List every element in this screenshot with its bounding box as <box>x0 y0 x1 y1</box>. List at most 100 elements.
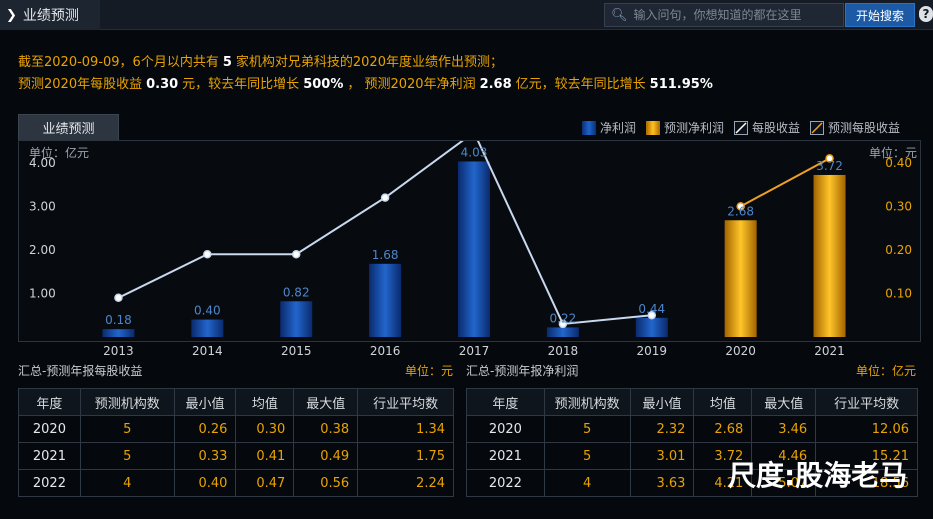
column-header: 年度 <box>466 388 545 416</box>
summary-text: 元，较去年同比增长 <box>182 77 300 92</box>
help-icon[interactable]: ? <box>919 6 933 22</box>
x-tick-label: 2019 <box>636 344 668 358</box>
right-tick-label: 0.20 <box>885 243 912 257</box>
legend-line-swatch <box>810 120 825 135</box>
legend-item-forecast-net[interactable]: 预测净利润 <box>646 119 724 136</box>
search-input[interactable] <box>633 8 834 22</box>
column-header: 年度 <box>18 388 81 416</box>
left-tick-label: 4.00 <box>29 156 56 170</box>
bar-value-label: 3.72 <box>816 159 843 173</box>
x-tick-label: 2016 <box>369 344 401 358</box>
column-header: 均值 <box>693 388 753 416</box>
right-axis-unit: 单位：元 <box>869 145 917 160</box>
column-header: 均值 <box>235 388 295 416</box>
section-tab-head[interactable]: ❯ 业绩预测 <box>0 0 100 30</box>
table-cell: 2020 <box>18 415 81 443</box>
section-title: 业绩预测 <box>22 8 79 24</box>
summary-text: 预测2020年每股收益 <box>18 77 143 92</box>
forecast-net-profit-bar <box>724 220 757 337</box>
table-cell: 2021 <box>466 442 545 470</box>
eps-point <box>558 319 568 329</box>
table-row: 2022 4 0.40 0.47 0.56 2.24 <box>18 469 454 497</box>
eps-point <box>647 310 657 320</box>
bar-value-label: 0.44 <box>638 302 665 316</box>
eps-growth: 500% <box>303 77 344 92</box>
table-cell: 0.56 <box>293 469 359 497</box>
table-cell: 2022 <box>466 469 545 497</box>
eps-table-unit: 单位：元 <box>405 364 454 378</box>
legend-item-eps[interactable]: 每股收益 <box>734 119 800 136</box>
legend-item-net[interactable]: 净利润 <box>582 119 636 136</box>
search-button[interactable]: 开始搜索 <box>845 3 915 27</box>
x-tick-label: 2017 <box>458 344 490 358</box>
table-row: 2022 4 3.63 4.21 5.07 18.56 <box>466 469 918 497</box>
profit-value: 2.68 <box>479 77 512 92</box>
table-cell: 0.33 <box>173 442 237 470</box>
table-cell: 2022 <box>18 469 81 497</box>
search-icon: 🔍︎ <box>611 7 628 23</box>
column-header: 最小值 <box>173 388 237 416</box>
table-cell: 3.01 <box>629 442 695 470</box>
forecast-chart: 单位：亿元 单位：元 1.00 2.00 3.00 4.00 0.10 0.20 0.30 0.4… <box>18 140 921 358</box>
table-cell: 4 <box>79 469 175 497</box>
column-header: 最大值 <box>293 388 359 416</box>
column-header: 最大值 <box>751 388 817 416</box>
summary-text: 亿元，较去年同比增长 <box>515 77 646 92</box>
eps-point <box>291 249 301 259</box>
net-profit-bar <box>635 317 668 337</box>
table-cell: 2.68 <box>693 415 753 443</box>
legend-swatch <box>646 120 661 135</box>
table-cell: 0.26 <box>173 415 237 443</box>
x-tick-label: 2021 <box>814 344 845 358</box>
table-cell: 4 <box>543 469 631 497</box>
watermark-text: 尺度:股海老马 <box>728 459 908 492</box>
table-cell: 3.63 <box>629 469 695 497</box>
net-profit-bar <box>191 319 224 337</box>
table-cell: 0.38 <box>293 415 359 443</box>
table-cell: 4.21 <box>693 469 753 497</box>
table-cell: 5 <box>543 442 631 470</box>
net-profit-bar <box>280 301 313 337</box>
bar-value-label: 4.03 <box>461 145 488 159</box>
eps-table-title: 汇总-预测年报每股收益 <box>18 364 143 378</box>
legend-item-forecast-eps[interactable]: 预测每股收益 <box>810 119 900 136</box>
table-cell: 5.07 <box>751 469 817 497</box>
forecast-eps-point <box>736 202 745 211</box>
legend-label: 预测每股收益 <box>828 121 901 135</box>
summary-text: 家机构对兄弟科技的2020年度业绩作出预测； <box>235 55 503 70</box>
net-profit-bar <box>102 329 135 337</box>
net-profit-bar <box>546 327 579 337</box>
table-row: 2021 5 0.33 0.41 0.49 1.75 <box>18 442 454 470</box>
table-cell: 2.32 <box>629 415 695 443</box>
left-tick-label: 3.00 <box>29 199 56 213</box>
summary-text: 截至2020-09-09，6个月以内共有 <box>18 55 219 70</box>
table-row: 2020 5 0.26 0.30 0.38 1.34 <box>18 415 454 443</box>
left-tick-label: 1.00 <box>29 286 56 300</box>
table-header-row: 年度 预测机构数 最小值 均值 最大值 行业平均数 <box>466 388 918 416</box>
table-cell: 12.06 <box>815 415 918 443</box>
right-tick-label: 0.10 <box>885 286 912 300</box>
table-row: 2020 5 2.32 2.68 3.46 12.06 <box>466 415 918 443</box>
table-cell: 5 <box>543 415 631 443</box>
chevron-right-icon: ❯ <box>6 7 17 23</box>
x-tick-label: 2015 <box>280 344 312 358</box>
table-cell: 0.40 <box>173 469 237 497</box>
forecast-summary: 截至2020-09-09，6个月以内共有 5 家机构对兄弟科技的2020年度业绩作出… <box>18 52 717 96</box>
search-box[interactable]: 🔍︎ <box>604 3 844 27</box>
column-header: 预测机构数 <box>543 388 631 416</box>
table-cell: 2020 <box>466 415 545 443</box>
summary-text: ， 预测2020年净利润 <box>347 77 476 92</box>
table-cell: 5 <box>79 442 175 470</box>
right-tick-label: 0.40 <box>885 156 912 170</box>
summary-line-2: 预测2020年每股收益 0.30 元，较去年同比增长 500%， 预测2020年净利润… <box>18 74 717 96</box>
summary-line-1: 截至2020-09-09，6个月以内共有 5 家机构对兄弟科技的2020年度业绩作出… <box>18 52 717 74</box>
column-header: 行业平均数 <box>357 388 454 416</box>
x-tick-label: 2013 <box>103 344 134 358</box>
legend-label: 预测净利润 <box>664 121 725 135</box>
table-cell: 3.46 <box>751 415 817 443</box>
table-cell: 0.30 <box>235 415 295 443</box>
profit-table-title: 汇总-预测年报净利润 <box>466 364 579 378</box>
tab-forecast[interactable]: 业绩预测 <box>18 114 119 140</box>
profit-forecast-table: 年度 预测机构数 最小值 均值 最大值 行业平均数 2020 5 2.32 2.68 3.46 12… <box>466 388 918 497</box>
eps-point <box>380 193 390 202</box>
